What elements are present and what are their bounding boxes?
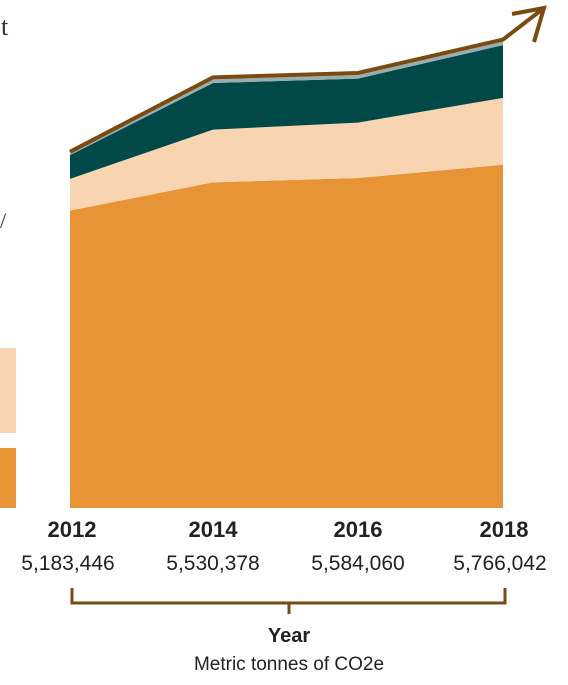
x-axis-subtitle: Metric tonnes of CO2e [194,654,384,675]
legend-swatch-light [0,348,16,433]
total-label-2016: 5,584,060 [311,552,404,575]
x-tick-label-2016: 2016 [334,517,383,542]
trend-line-group [69,5,547,154]
cropped-text-fragment-2: / [0,208,7,233]
x-tick-label-2018: 2018 [480,517,529,542]
x-tick-label-2014: 2014 [189,517,239,542]
axis-bracket [70,588,507,614]
area-layers [70,41,503,509]
legend-swatch-orange [0,448,16,508]
area-series-1 [70,164,503,509]
area-series-3 [70,45,503,179]
area-series-4 [70,41,503,156]
x-axis-title: Year [268,625,310,647]
trend-arrowhead [511,5,547,43]
total-label-2014: 5,530,378 [166,552,259,575]
x-tick-label-2012: 2012 [48,517,97,542]
total-label-2018: 5,766,042 [453,552,546,575]
cropped-text-fragment: t [1,12,9,41]
area-series-2 [70,97,503,211]
trend-line [69,6,546,154]
total-label-2012: 5,183,446 [21,552,114,575]
